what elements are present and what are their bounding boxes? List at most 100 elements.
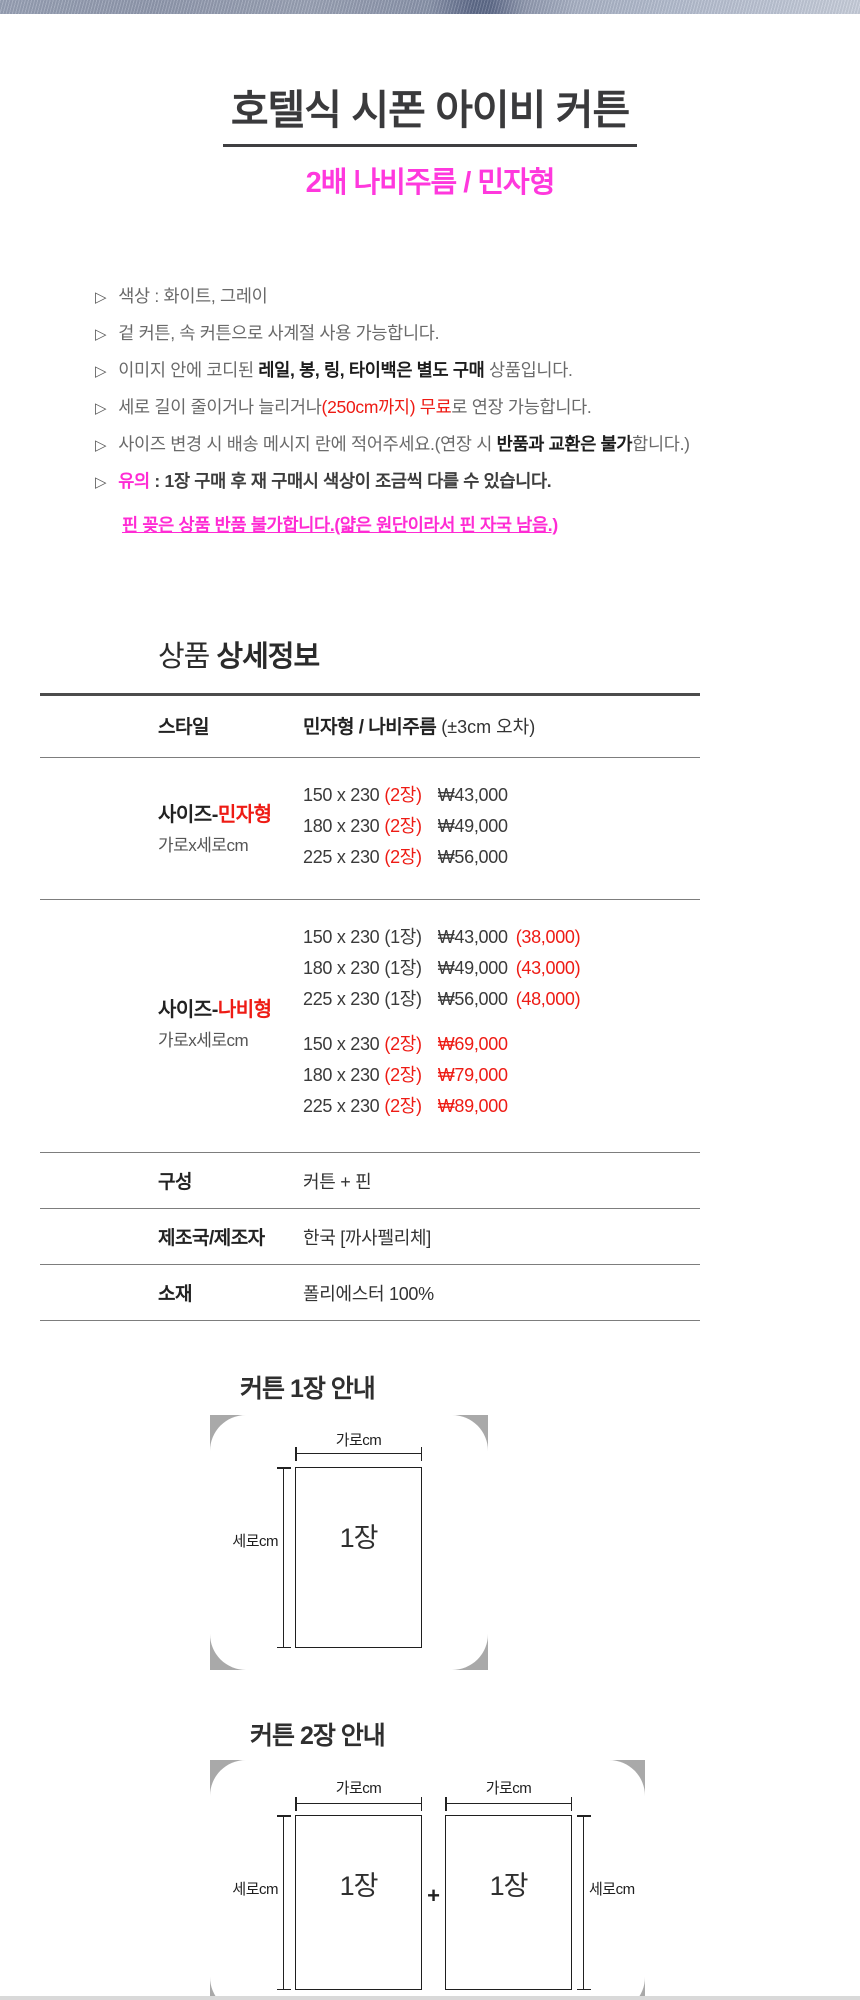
price-line: 150 x 230 (1장) ₩43,000 (38,000) — [303, 922, 581, 953]
diagram-rounded-panel — [210, 1760, 645, 2000]
feature-emphasis: (250cm까지) 무료 — [321, 397, 452, 417]
curtain-panel-rect: 1장 — [445, 1815, 572, 1990]
table-row-material: 소재 폴리에스터 100% — [40, 1265, 700, 1321]
row-label: 제조국/제조자 — [158, 1228, 265, 1249]
feature-item: ▷ 색상 : 화이트, 그레이 — [95, 285, 860, 307]
feature-item: ▷ 겉 커튼, 속 커튼으로 사계절 사용 가능합니다. — [95, 322, 860, 344]
quantity-value: (2장) — [384, 1065, 422, 1085]
price-value: ₩43,000 — [437, 785, 508, 805]
price-value: ₩43,000 — [437, 927, 508, 947]
diagram-single-heading: 커튼 1장 안내 — [240, 1375, 376, 1403]
row-value: 민자형 / 나비주름 (±3cm 오차) — [303, 712, 535, 739]
quantity-value: (2장) — [384, 816, 422, 836]
size-value: 180 x 230 — [303, 958, 380, 978]
price-value: ₩56,000 — [437, 989, 508, 1009]
table-row-size-nabi: 사이즈-나비형 가로x세로cm 150 x 230 (1장) ₩43,000 (38,… — [40, 900, 700, 1153]
quantity-value: (1장) — [384, 958, 422, 978]
feature-item: ▷ 이미지 안에 코디된 레일, 봉, 링, 타이백은 별도 구매 상품입니다. — [95, 359, 860, 381]
feature-item: ▷ 세로 길이 줄이거나 늘리거나(250cm까지) 무료로 연장 가능합니다. — [95, 396, 860, 418]
diagram-double-box: 가로cm 가로cm 세로cm 1장 + 1장 세로cm — [210, 1760, 645, 2000]
triangle-bullet-icon: ▷ — [95, 474, 107, 491]
width-measure-line — [445, 1797, 572, 1811]
row-value: 커튼 + 핀 — [303, 1171, 372, 1192]
triangle-bullet-icon: ▷ — [95, 437, 107, 454]
price-value: ₩69,000 — [437, 1034, 508, 1054]
feature-emphasis: 레일, 봉, 링, 타이백은 별도 구매 — [258, 360, 485, 380]
price-value: ₩49,000 — [437, 816, 508, 836]
size-label: 사이즈-나비형 — [158, 993, 303, 1022]
price-line: 225 x 230 (2장) ₩89,000 — [303, 1091, 580, 1122]
size-label-prefix: 사이즈- — [158, 999, 218, 1021]
diagram-double-heading: 커튼 2장 안내 — [250, 1722, 386, 1750]
curtain-panel-rect: 1장 — [295, 1815, 422, 1990]
row-label: 사이즈-민자형 가로x세로cm — [158, 798, 303, 856]
price-value: ₩89,000 — [437, 1096, 508, 1116]
table-row-origin: 제조국/제조자 한국 [까사펠리체] — [40, 1209, 700, 1265]
discount-price-value: (43,000) — [515, 958, 581, 978]
price-line: 150 x 230 (2장) ₩43,000 — [303, 780, 508, 811]
row-label: 스타일 — [158, 717, 209, 738]
page-subtitle: 2배 나비주름 / 민자형 — [305, 167, 556, 199]
width-dimension-label: 가로cm — [335, 1432, 382, 1449]
discount-price-value: (38,000) — [515, 927, 581, 947]
quantity-value: (2장) — [384, 847, 422, 867]
price-group: 150 x 230 (2장) ₩69,000 180 x 230 (2장) ₩79,000… — [303, 1029, 580, 1122]
width-measure-line — [295, 1797, 422, 1811]
row-label: 소재 — [158, 1284, 192, 1305]
discount-price-value: (48,000) — [515, 989, 581, 1009]
size-value: 225 x 230 — [303, 847, 380, 867]
feature-text: 색상 : 화이트, 그레이 — [118, 286, 268, 306]
size-sublabel: 가로x세로cm — [158, 835, 249, 855]
price-value: ₩79,000 — [437, 1065, 508, 1085]
size-sublabel: 가로x세로cm — [158, 1031, 249, 1050]
size-value: 180 x 230 — [303, 816, 380, 836]
quantity-value: (2장) — [384, 785, 422, 805]
price-groups: 150 x 230 (1장) ₩43,000 (38,000) 180 x 230 (1장… — [303, 922, 581, 1122]
price-group: 150 x 230 (2장) ₩43,000 180 x 230 (2장) ₩49,000… — [303, 780, 508, 873]
size-value: 150 x 230 — [303, 785, 380, 805]
panel-label: 1장 — [339, 1871, 379, 1901]
row-value: 한국 [까사펠리체] — [303, 1227, 431, 1248]
height-measure-line — [277, 1815, 291, 1990]
section-heading-normal: 상품 — [158, 641, 217, 673]
style-value: 민자형 / 나비주름 — [303, 717, 437, 738]
size-value: 150 x 230 — [303, 1034, 380, 1054]
diagram-single-box: 가로cm 세로cm 1장 — [210, 1415, 488, 1670]
pin-warning-text: 핀 꽂은 상품 반품 불가합니다.(얇은 원단이라서 핀 자국 남음.) — [122, 515, 558, 535]
feature-list: ▷ 색상 : 화이트, 그레이 ▷ 겉 커튼, 속 커튼으로 사계절 사용 가능합니다… — [95, 285, 860, 537]
feature-text: 합니다.) — [632, 434, 690, 454]
width-dimension-label: 가로cm — [335, 1780, 382, 1797]
quantity-value: (2장) — [384, 1096, 422, 1116]
size-label-prefix: 사이즈- — [158, 803, 218, 826]
panel-label: 1장 — [489, 1871, 529, 1901]
feature-text: 사이즈 변경 시 배송 메시지 란에 적어주세요.(연장 시 — [118, 434, 497, 454]
feature-text: 상품입니다. — [484, 360, 573, 380]
quantity-value: (1장) — [384, 989, 422, 1009]
section-heading: 상품 상세정보 — [158, 633, 860, 675]
height-dimension-label: 세로cm — [232, 1881, 278, 1898]
size-value: 225 x 230 — [303, 1096, 380, 1116]
feature-emphasis: 반품과 교환은 불가 — [496, 434, 633, 454]
triangle-bullet-icon: ▷ — [95, 363, 107, 380]
panel-label: 1장 — [339, 1523, 379, 1553]
height-measure-line — [577, 1815, 591, 1990]
curtain-panel-rect: 1장 — [295, 1467, 422, 1648]
feature-item: ▷ 유의 : 1장 구매 후 재 구매시 색상이 조금씩 다를 수 있습니다. — [95, 470, 860, 492]
size-label-accent: 민자형 — [217, 803, 272, 826]
feature-text: : 1장 구매 후 재 구매시 색상이 조금씩 다를 수 있습니다. — [149, 471, 552, 491]
price-line: 180 x 230 (2장) ₩49,000 — [303, 811, 508, 842]
size-value: 150 x 230 — [303, 927, 380, 947]
price-line: 225 x 230 (2장) ₩56,000 — [303, 842, 508, 873]
size-value: 180 x 230 — [303, 1065, 380, 1085]
triangle-bullet-icon: ▷ — [95, 289, 107, 306]
row-label: 사이즈-나비형 가로x세로cm — [158, 993, 303, 1051]
table-row-size-minja: 사이즈-민자형 가로x세로cm 150 x 230 (2장) ₩43,000 180 … — [40, 758, 700, 900]
size-label: 사이즈-민자형 — [158, 798, 303, 827]
feature-text: 이미지 안에 코디된 — [118, 360, 259, 380]
price-line: 180 x 230 (1장) ₩49,000 (43,000) — [303, 953, 581, 984]
height-dimension-label: 세로cm — [589, 1881, 635, 1898]
row-value: 폴리에스터 100% — [303, 1283, 434, 1304]
quantity-value: (1장) — [384, 927, 422, 947]
feature-item: ▷ 사이즈 변경 시 배송 메시지 란에 적어주세요.(연장 시 반품과 교환은 … — [95, 433, 860, 455]
